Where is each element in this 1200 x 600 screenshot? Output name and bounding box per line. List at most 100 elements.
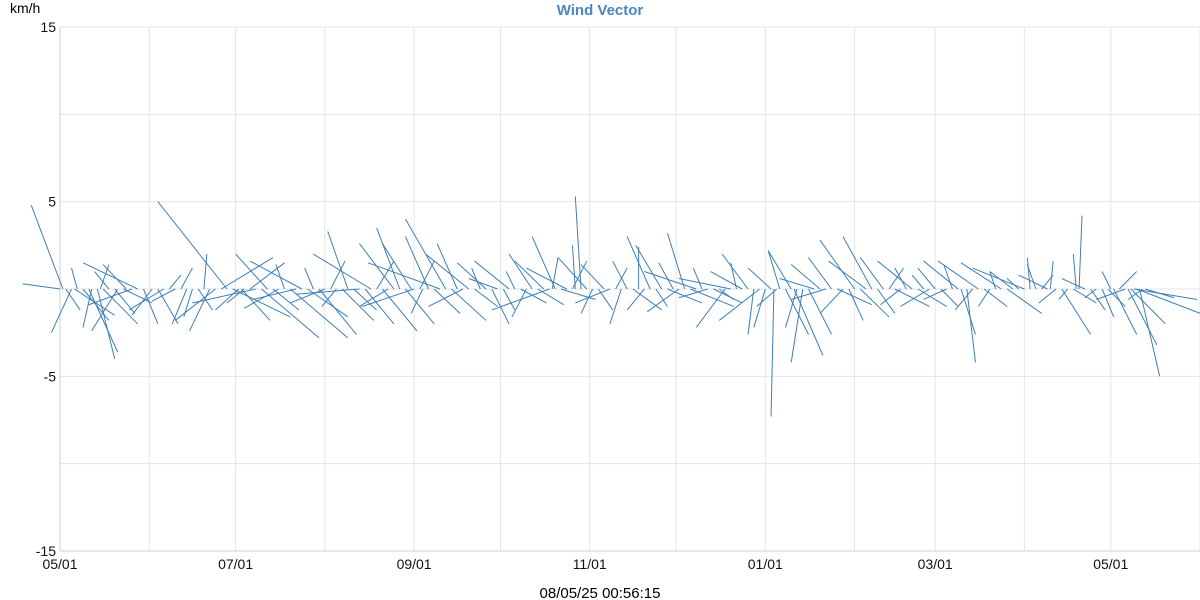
wind-vector bbox=[808, 257, 832, 290]
wind-vector bbox=[143, 288, 159, 325]
wind-vector bbox=[658, 262, 674, 290]
wind-vector bbox=[1101, 288, 1115, 318]
wind-vector bbox=[880, 288, 901, 306]
wind-vector bbox=[678, 288, 708, 299]
wind-vector bbox=[364, 288, 395, 325]
wind-vector bbox=[767, 250, 792, 290]
wind-vector bbox=[99, 264, 110, 290]
wind-vector bbox=[785, 288, 809, 335]
wind-vector bbox=[382, 288, 418, 332]
x-tick-label: 09/01 bbox=[397, 556, 432, 572]
wind-vector bbox=[471, 267, 481, 290]
wind-vector bbox=[1026, 257, 1031, 290]
wind-vector bbox=[644, 271, 697, 290]
wind-vector bbox=[632, 288, 662, 311]
wind-vector bbox=[900, 288, 930, 307]
wind-vector bbox=[526, 267, 567, 290]
wind-vector bbox=[1145, 288, 1175, 299]
wind-vector bbox=[272, 288, 300, 311]
wind-vector bbox=[923, 288, 947, 300]
wind-vector bbox=[626, 236, 651, 290]
wind-vector bbox=[894, 267, 907, 290]
x-axis-timestamp-label: 08/05/25 00:56:15 bbox=[540, 585, 661, 600]
y-tick-label: 5 bbox=[48, 194, 56, 210]
wind-vector bbox=[203, 254, 208, 290]
wind-vector bbox=[128, 288, 164, 311]
wind-vector bbox=[574, 196, 582, 290]
wind-vector bbox=[367, 262, 441, 290]
wind-vector bbox=[1133, 288, 1198, 300]
wind-vector bbox=[848, 288, 864, 321]
wind-vector bbox=[82, 262, 138, 290]
wind-vector bbox=[235, 253, 268, 290]
wind-vector bbox=[468, 278, 498, 290]
wind-vector-series bbox=[22, 196, 1200, 417]
wind-vector bbox=[341, 288, 375, 321]
wind-vector bbox=[1078, 215, 1083, 290]
wind-vector bbox=[837, 288, 873, 306]
x-tick-label: 05/01 bbox=[1093, 556, 1128, 572]
wind-vector bbox=[960, 288, 976, 335]
wind-vector bbox=[1072, 254, 1077, 290]
wind-vector bbox=[721, 253, 749, 290]
wind-vector bbox=[65, 288, 81, 311]
x-tick-label: 11/01 bbox=[573, 556, 607, 572]
wind-vector bbox=[376, 227, 401, 290]
wind-vector bbox=[531, 236, 556, 290]
wind-vector bbox=[1101, 271, 1112, 290]
wind-vector bbox=[646, 288, 680, 313]
wind-vector bbox=[1084, 288, 1097, 299]
wind-vector bbox=[779, 278, 815, 290]
wind-vector bbox=[1130, 288, 1166, 325]
wind-vector bbox=[695, 288, 726, 328]
wind-vector bbox=[954, 288, 973, 311]
wind-vector bbox=[747, 267, 772, 290]
wind-vector bbox=[404, 236, 429, 290]
wind-vector bbox=[114, 288, 136, 314]
wind-vector bbox=[362, 288, 415, 307]
wind-vector bbox=[819, 239, 855, 290]
wind-vector bbox=[791, 288, 826, 300]
wind-vector bbox=[425, 253, 470, 290]
wind-vector bbox=[1018, 274, 1048, 290]
wind-vector bbox=[169, 274, 182, 290]
wind-vector bbox=[102, 264, 127, 290]
y-axis-unit-label: km/h bbox=[10, 0, 40, 16]
wind-vector bbox=[793, 288, 824, 356]
wind-vector bbox=[249, 262, 285, 290]
wind-vector bbox=[977, 288, 991, 307]
wind-vector bbox=[580, 264, 605, 290]
x-tick-label: 05/01 bbox=[42, 556, 77, 572]
wind-vector bbox=[790, 288, 804, 363]
wind-vector bbox=[690, 288, 734, 307]
wind-vector bbox=[1006, 278, 1019, 290]
wind-vector bbox=[1127, 288, 1143, 300]
wind-vector bbox=[451, 288, 487, 321]
wind-vector bbox=[557, 257, 588, 290]
wind-vector bbox=[174, 288, 216, 321]
wind-vector bbox=[1038, 288, 1057, 304]
wind-vector bbox=[635, 245, 663, 290]
wind-vector bbox=[1061, 278, 1086, 290]
wind-vector bbox=[1119, 271, 1138, 290]
wind-vector bbox=[943, 264, 953, 290]
wind-vector bbox=[359, 288, 389, 307]
wind-vector bbox=[575, 288, 611, 304]
wind-vector bbox=[989, 271, 997, 290]
wind-vector bbox=[327, 231, 349, 290]
wind-vector bbox=[609, 288, 622, 325]
wind-vector bbox=[877, 260, 913, 290]
wind-vector bbox=[197, 288, 213, 311]
wind-vector bbox=[71, 267, 78, 290]
wind-vector bbox=[502, 288, 516, 311]
wind-vector bbox=[718, 288, 734, 300]
wind-vector bbox=[249, 260, 303, 290]
wind-vector bbox=[102, 288, 139, 325]
wind-vector bbox=[88, 288, 119, 353]
wind-vector bbox=[232, 288, 291, 318]
y-tick-label: -5 bbox=[44, 368, 57, 384]
wind-vector bbox=[514, 260, 544, 290]
wind-vector bbox=[678, 278, 731, 290]
wind-vector bbox=[710, 271, 743, 290]
wind-vector bbox=[157, 288, 179, 325]
